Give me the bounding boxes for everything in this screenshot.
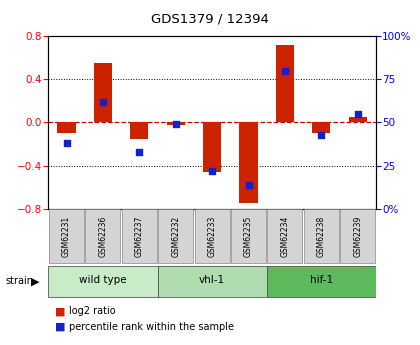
- Bar: [49, 209, 84, 263]
- Text: GSM62237: GSM62237: [135, 216, 144, 257]
- Text: ■: ■: [55, 306, 65, 316]
- Text: GSM62238: GSM62238: [317, 216, 326, 257]
- Text: hif-1: hif-1: [310, 276, 333, 285]
- Bar: [312, 122, 331, 133]
- Text: GSM62234: GSM62234: [281, 216, 289, 257]
- Bar: [48, 266, 158, 297]
- Text: vhl-1: vhl-1: [199, 276, 225, 285]
- Bar: [194, 209, 230, 263]
- Point: [245, 182, 252, 187]
- Point: [172, 121, 179, 127]
- Text: GSM62236: GSM62236: [98, 216, 108, 257]
- Text: percentile rank within the sample: percentile rank within the sample: [69, 322, 234, 332]
- Bar: [85, 209, 121, 263]
- Point: [136, 149, 143, 155]
- Point: [281, 68, 288, 73]
- Point: [354, 111, 361, 117]
- Bar: [167, 122, 185, 125]
- Point: [63, 140, 70, 146]
- Bar: [239, 122, 257, 203]
- Text: ▶: ▶: [31, 276, 39, 286]
- Bar: [349, 117, 367, 122]
- Text: GSM62233: GSM62233: [207, 216, 217, 257]
- Text: log2 ratio: log2 ratio: [69, 306, 116, 316]
- Text: GSM62231: GSM62231: [62, 216, 71, 257]
- Bar: [122, 209, 157, 263]
- Point: [100, 99, 106, 105]
- Text: strain: strain: [5, 276, 33, 286]
- Text: GDS1379 / 12394: GDS1379 / 12394: [151, 12, 269, 25]
- Bar: [58, 122, 76, 133]
- Bar: [340, 209, 375, 263]
- Point: [209, 168, 215, 174]
- Bar: [203, 122, 221, 172]
- Text: GSM62239: GSM62239: [353, 216, 362, 257]
- Bar: [267, 266, 376, 297]
- Text: ■: ■: [55, 322, 65, 332]
- Bar: [130, 122, 148, 139]
- Bar: [94, 63, 112, 122]
- Bar: [231, 209, 266, 263]
- Bar: [158, 266, 267, 297]
- Text: GSM62235: GSM62235: [244, 216, 253, 257]
- Bar: [276, 45, 294, 122]
- Bar: [158, 209, 193, 263]
- Point: [318, 132, 325, 137]
- Text: wild type: wild type: [79, 276, 127, 285]
- Bar: [268, 209, 302, 263]
- Bar: [304, 209, 339, 263]
- Text: GSM62232: GSM62232: [171, 216, 180, 257]
